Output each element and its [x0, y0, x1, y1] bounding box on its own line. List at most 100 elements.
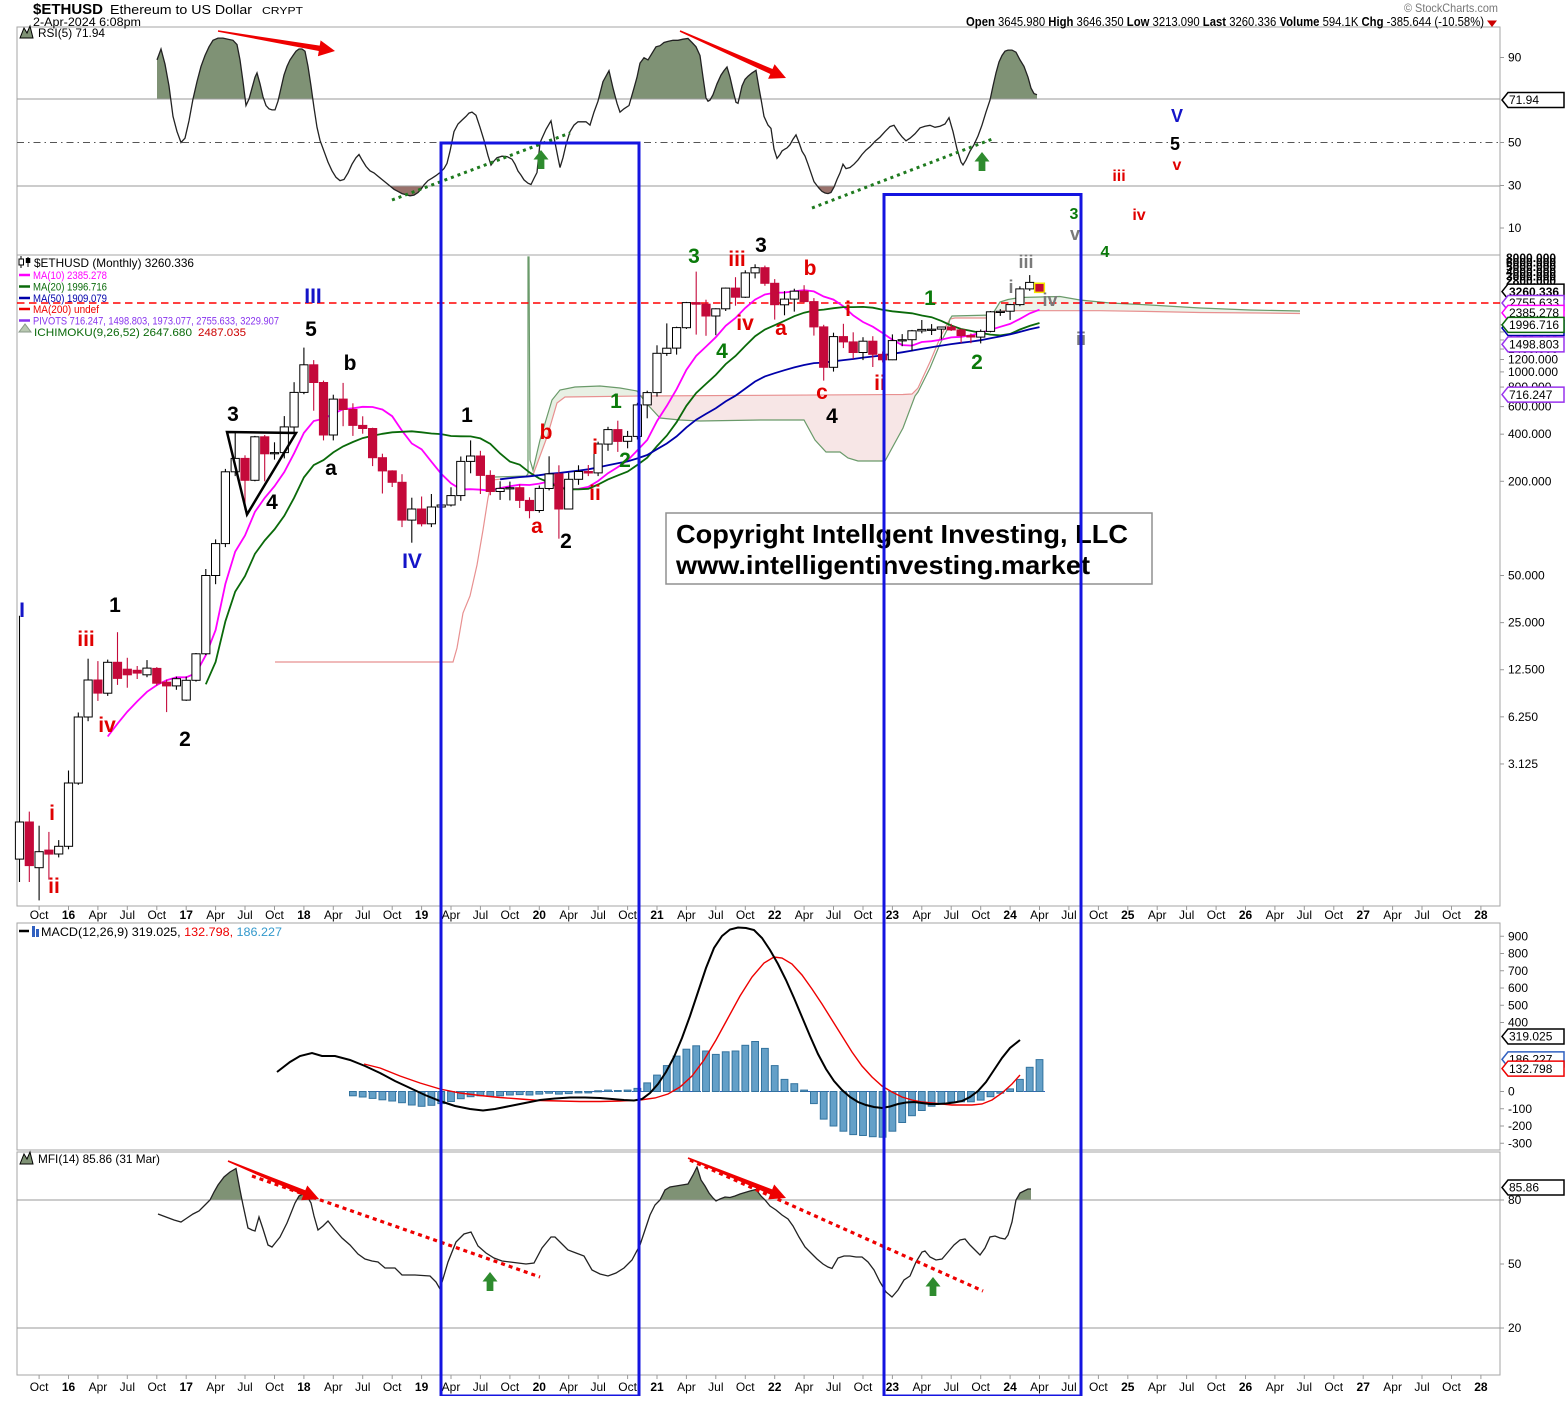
svg-text:24: 24 — [1003, 908, 1017, 922]
svg-text:Jul: Jul — [237, 1380, 252, 1394]
svg-text:Apr: Apr — [1383, 1380, 1402, 1394]
svg-text:Oct: Oct — [618, 908, 637, 922]
svg-text:28: 28 — [1474, 908, 1488, 922]
svg-text:Oct: Oct — [618, 1380, 637, 1394]
svg-text:Jul: Jul — [120, 908, 135, 922]
svg-text:Apr: Apr — [1266, 908, 1285, 922]
svg-text:16: 16 — [62, 908, 76, 922]
svg-text:ii: ii — [48, 875, 60, 898]
svg-text:V: V — [1171, 106, 1183, 126]
svg-text:-100: -100 — [1508, 1102, 1532, 1116]
svg-text:22: 22 — [768, 1380, 782, 1394]
svg-text:Oct: Oct — [383, 1380, 402, 1394]
svg-text:1000.000: 1000.000 — [1508, 365, 1558, 379]
svg-text:50: 50 — [1508, 136, 1522, 150]
svg-text:1996.716: 1996.716 — [1509, 318, 1559, 332]
svg-text:Apr: Apr — [1030, 908, 1049, 922]
svg-text:20: 20 — [1508, 1321, 1522, 1335]
svg-text:iii: iii — [1018, 252, 1033, 272]
svg-text:2: 2 — [619, 449, 631, 472]
svg-text:27: 27 — [1357, 908, 1371, 922]
svg-text:1498.803: 1498.803 — [1509, 338, 1559, 352]
svg-text:Apr: Apr — [442, 908, 461, 922]
svg-text:3: 3 — [1070, 206, 1079, 223]
svg-text:Apr: Apr — [795, 1380, 814, 1394]
svg-text:Jul: Jul — [473, 1380, 488, 1394]
svg-text:a: a — [325, 457, 337, 480]
svg-text:MA(200) undef: MA(200) undef — [33, 304, 100, 316]
svg-text:-200: -200 — [1508, 1119, 1532, 1133]
svg-text:Oct: Oct — [501, 908, 520, 922]
svg-text:Open 3645.980 High 3646.350: Open 3645.980 High 3646.350 Low 3213.090… — [966, 15, 1484, 29]
svg-text:18: 18 — [297, 908, 311, 922]
svg-text:i: i — [592, 436, 598, 459]
svg-text:Oct: Oct — [736, 1380, 755, 1394]
svg-text:71.94: 71.94 — [1509, 93, 1539, 107]
svg-text:b: b — [344, 352, 357, 375]
svg-text:MA(20) 1996.716: MA(20) 1996.716 — [33, 282, 107, 294]
svg-text:Jul: Jul — [1414, 1380, 1429, 1394]
svg-text:5: 5 — [305, 318, 317, 341]
svg-text:Jul: Jul — [1414, 908, 1429, 922]
svg-text:Oct: Oct — [854, 908, 873, 922]
svg-text:25: 25 — [1121, 908, 1135, 922]
svg-text:I: I — [19, 599, 25, 622]
svg-text:Jul: Jul — [1179, 908, 1194, 922]
svg-text:Oct: Oct — [1442, 1380, 1461, 1394]
svg-text:2: 2 — [971, 351, 983, 374]
svg-text:26: 26 — [1239, 1380, 1253, 1394]
svg-text:27: 27 — [1357, 1380, 1371, 1394]
svg-text:Apr: Apr — [559, 1380, 578, 1394]
svg-text:23: 23 — [886, 908, 900, 922]
svg-text:1: 1 — [461, 404, 473, 427]
svg-text:Oct: Oct — [1324, 908, 1343, 922]
svg-text:4: 4 — [1101, 244, 1110, 261]
svg-text:2385.278: 2385.278 — [1509, 306, 1559, 320]
svg-text:21: 21 — [650, 1380, 664, 1394]
svg-text:Apr: Apr — [324, 1380, 343, 1394]
svg-text:MFI(14) 85.86 (31 Mar): MFI(14) 85.86 (31 Mar) — [38, 1152, 160, 1166]
svg-text:25.000: 25.000 — [1508, 616, 1545, 630]
svg-text:Apr: Apr — [795, 908, 814, 922]
svg-text:MA(10) 2385.278: MA(10) 2385.278 — [33, 270, 107, 282]
svg-text:6.250: 6.250 — [1508, 710, 1538, 724]
svg-text:Apr: Apr — [677, 908, 696, 922]
svg-text:900: 900 — [1508, 929, 1528, 943]
svg-text:Apr: Apr — [324, 908, 343, 922]
svg-text:Oct: Oct — [30, 1380, 49, 1394]
svg-text:Apr: Apr — [912, 908, 931, 922]
svg-text:Jul: Jul — [1297, 908, 1312, 922]
svg-text:PIVOTS 716.247, 1498.803, 1973: PIVOTS 716.247, 1498.803, 1973.077, 2755… — [33, 316, 279, 328]
svg-text:2487.035: 2487.035 — [198, 327, 246, 339]
svg-text:24: 24 — [1003, 1380, 1017, 1394]
svg-text:21: 21 — [650, 908, 664, 922]
svg-text:20: 20 — [533, 908, 547, 922]
svg-text:iii: iii — [1112, 168, 1125, 185]
svg-text:600.000: 600.000 — [1508, 400, 1552, 414]
svg-text:-300: -300 — [1508, 1136, 1532, 1150]
svg-text:Apr: Apr — [1148, 908, 1167, 922]
svg-text:1: 1 — [610, 390, 622, 413]
svg-text:18: 18 — [297, 1380, 311, 1394]
svg-text:i: i — [1008, 277, 1013, 297]
svg-text:MA(50) 1909.079: MA(50) 1909.079 — [33, 293, 107, 305]
svg-text:c: c — [816, 381, 828, 404]
svg-text:b: b — [804, 257, 817, 280]
svg-text:132.798: 132.798 — [1509, 1062, 1553, 1076]
svg-text:500: 500 — [1508, 998, 1528, 1012]
svg-text:Oct: Oct — [147, 1380, 166, 1394]
svg-text:17: 17 — [180, 1380, 194, 1394]
svg-text:Oct: Oct — [971, 1380, 990, 1394]
svg-text:Jul: Jul — [355, 908, 370, 922]
svg-text:3.125: 3.125 — [1508, 757, 1538, 771]
svg-text:IV: IV — [402, 550, 422, 573]
svg-text:iv: iv — [736, 312, 754, 335]
svg-text:Jul: Jul — [473, 908, 488, 922]
svg-text:Apr: Apr — [677, 1380, 696, 1394]
svg-text:Oct: Oct — [854, 1380, 873, 1394]
svg-text:Oct: Oct — [1442, 908, 1461, 922]
svg-text:Oct: Oct — [30, 908, 49, 922]
svg-text:Copyright Intellgent Investing: Copyright Intellgent Investing, LLC — [676, 519, 1128, 549]
svg-text:Apr: Apr — [442, 1380, 461, 1394]
svg-text:ii: ii — [874, 372, 886, 395]
